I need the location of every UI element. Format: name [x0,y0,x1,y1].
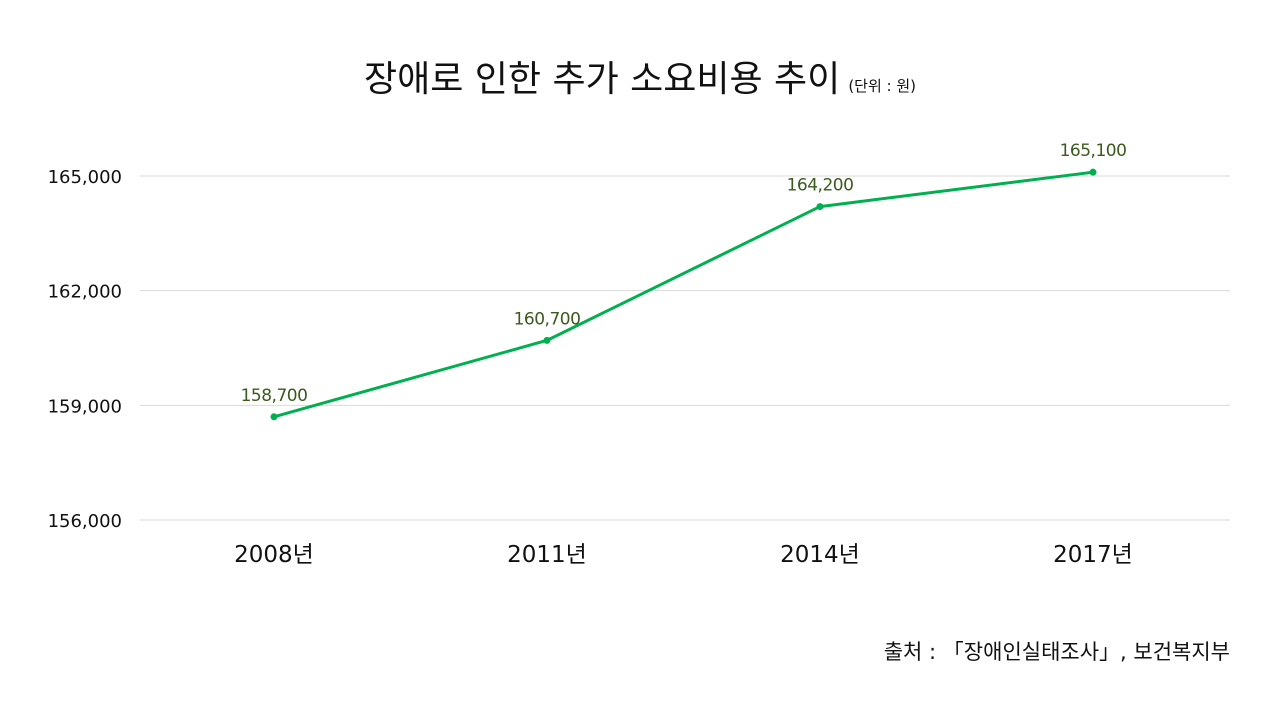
y-tick-label: 165,000 [48,167,122,188]
data-point [1089,168,1097,176]
data-label: 164,200 [787,176,854,196]
x-tick-label: 2008년 [234,542,314,568]
data-point [816,203,824,211]
title-text: 장애로 인한 추가 소요비용 추이 [363,59,841,100]
data-label: 165,100 [1060,141,1127,161]
data-label: 158,700 [241,386,308,406]
x-tick-label: 2014년 [780,542,860,568]
unit-label: (단위 : 원) [848,77,917,95]
source-note: 출처 : 「장애인실태조사」, 보건복지부 [883,640,1230,664]
x-tick-label: 2017년 [1053,542,1133,568]
y-tick-label: 156,000 [48,511,122,532]
y-tick-label: 159,000 [48,396,122,417]
y-tick-label: 162,000 [48,282,122,303]
data-label: 160,700 [514,309,581,329]
series-line [273,170,1094,419]
data-point [543,336,551,344]
chart-title: 장애로 인한 추가 소요비용 추이 (단위 : 원) [0,50,1280,102]
x-tick-label: 2011년 [507,542,587,568]
data-point [270,413,278,421]
